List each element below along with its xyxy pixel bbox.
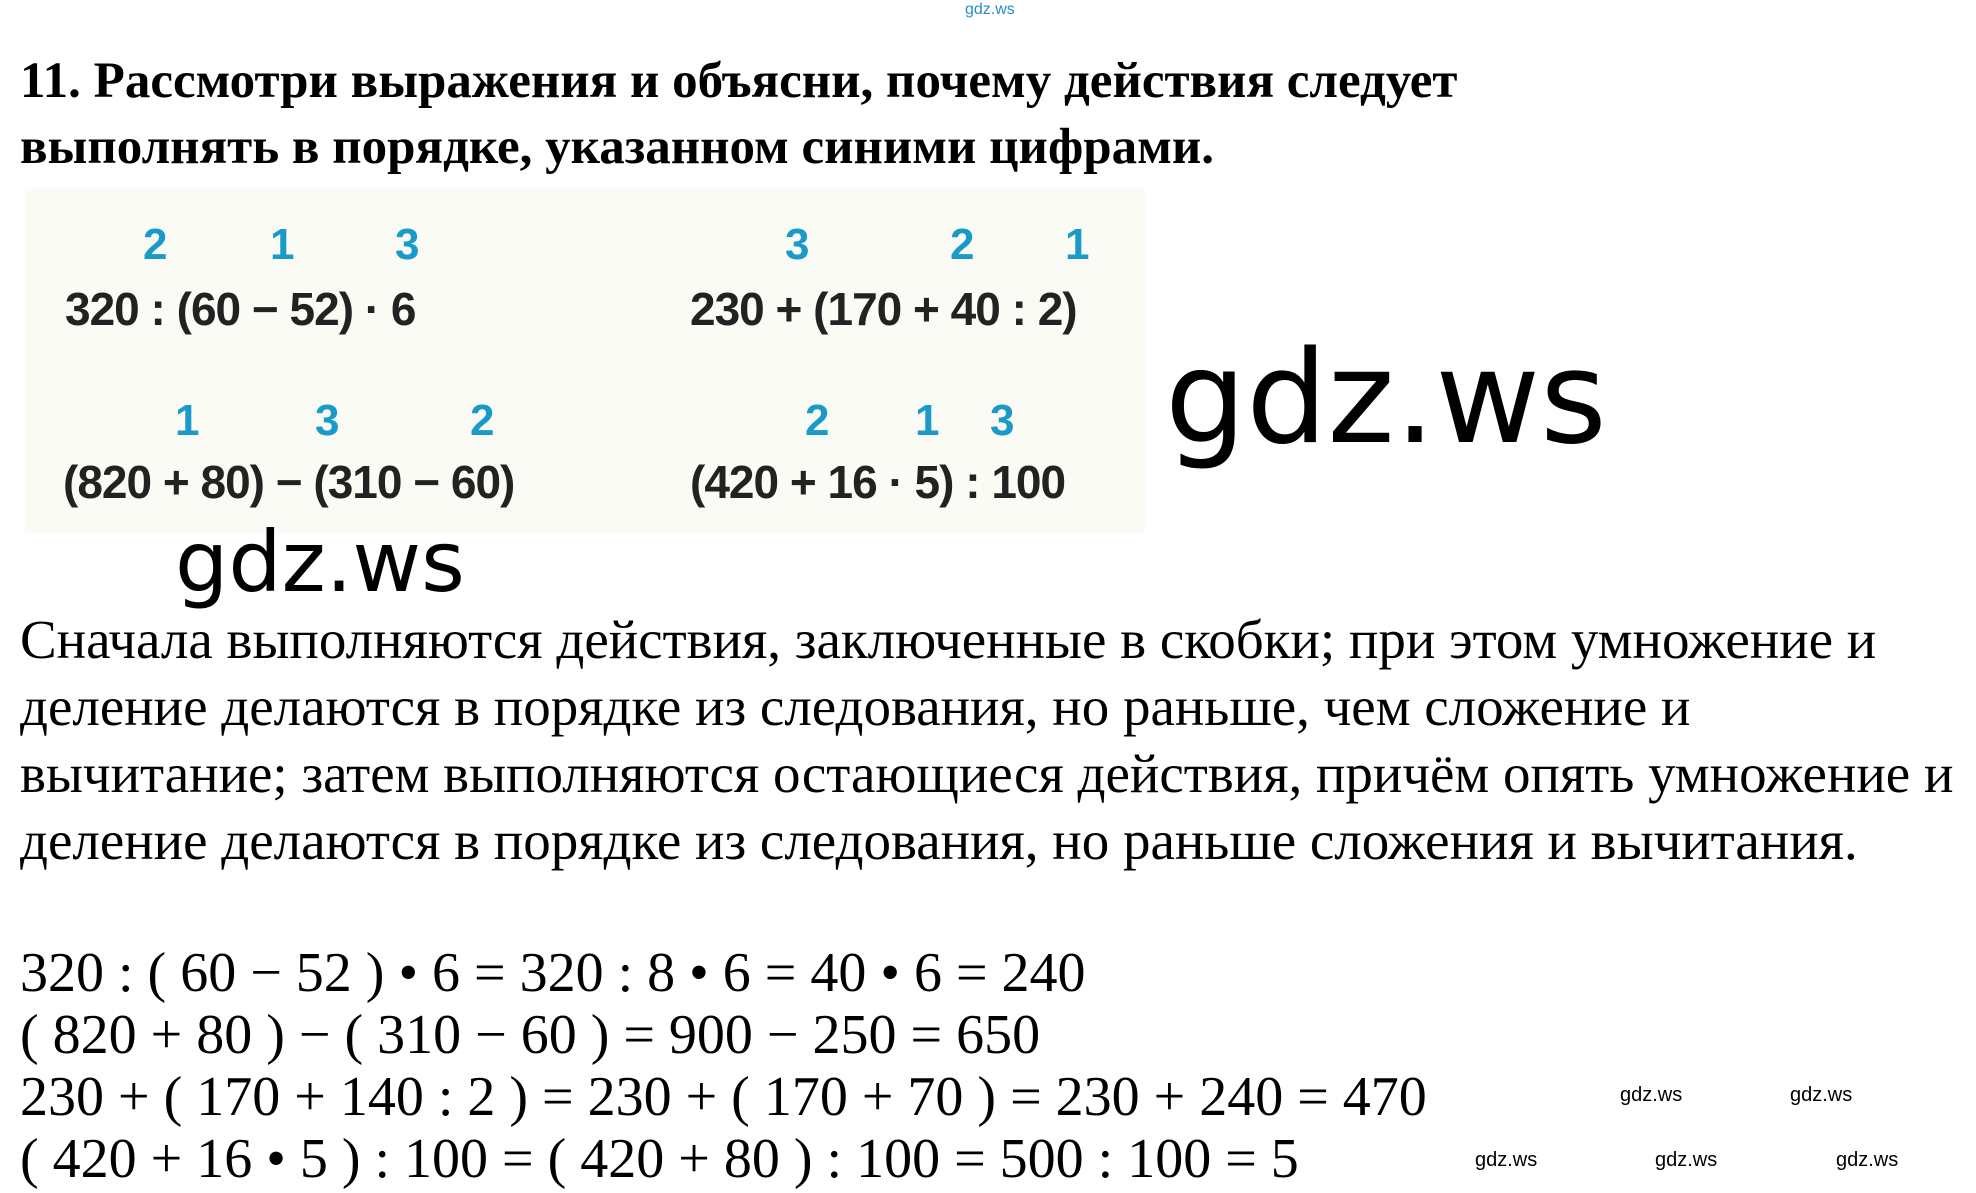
watermark-small: gdz.ws [1655, 1149, 1718, 1171]
watermark-small: gdz.ws [1620, 1084, 1683, 1106]
watermark-small: gdz.ws [1475, 1149, 1538, 1171]
order-number: 3 [990, 396, 1015, 445]
order-number: 1 [270, 220, 295, 269]
watermark-small: gdz.ws [1836, 1149, 1899, 1171]
order-number: 1 [915, 396, 940, 445]
expression-2: 230 + (170 + 40 : 2) [690, 283, 1078, 335]
order-number: 2 [143, 220, 168, 269]
exercise-title: 11. Рассмотри выражения и объясни, почем… [20, 53, 1458, 175]
watermark-small: gdz.ws [1790, 1084, 1853, 1106]
order-number: 1 [175, 396, 200, 445]
order-number: 3 [395, 220, 420, 269]
watermark-medium: gdz.ws [175, 513, 465, 611]
watermark-top: gdz.ws [965, 1, 1015, 18]
solution-line: 230 + ( 170 + 140 : 2 ) = 230 + ( 170 + … [20, 1066, 1427, 1128]
order-number: 2 [805, 396, 830, 445]
explanation-text: Сначала выполняются действия, заключенны… [20, 609, 1954, 871]
watermark-large: gdz.ws [1165, 324, 1607, 473]
expression-1: 320 : (60 − 52) · 6 [65, 283, 416, 335]
order-number: 2 [950, 220, 975, 269]
solution-line: ( 420 + 16 • 5 ) : 100 = ( 420 + 80 ) : … [20, 1128, 1299, 1190]
expression-4: (420 + 16 · 5) : 100 [690, 456, 1066, 508]
expressions-figure: 2 1 3 320 : (60 − 52) · 6 3 2 1 230 + (1… [25, 188, 1145, 533]
solution-line: 320 : ( 60 − 52 ) • 6 = 320 : 8 • 6 = 40… [20, 942, 1086, 1004]
order-number: 3 [315, 396, 340, 445]
order-number: 2 [470, 396, 495, 445]
order-number: 3 [785, 220, 810, 269]
expression-3: (820 + 80) − (310 − 60) [63, 456, 515, 508]
solution-line: ( 820 + 80 ) − ( 310 − 60 ) = 900 − 250 … [20, 1004, 1041, 1066]
order-number: 1 [1065, 220, 1090, 269]
